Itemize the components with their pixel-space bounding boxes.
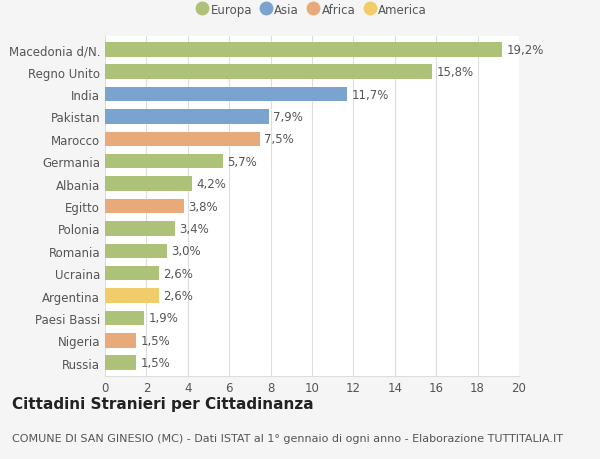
Bar <box>105 132 260 147</box>
Bar <box>105 177 192 191</box>
Bar <box>105 43 502 57</box>
Text: 7,9%: 7,9% <box>272 111 302 123</box>
Bar <box>105 110 269 124</box>
Text: 15,8%: 15,8% <box>436 66 473 79</box>
Bar <box>105 289 159 303</box>
Bar <box>105 333 136 348</box>
Bar <box>105 311 145 325</box>
Text: 3,8%: 3,8% <box>188 200 217 213</box>
Bar <box>105 199 184 214</box>
Bar <box>105 65 432 80</box>
Text: 7,5%: 7,5% <box>265 133 294 146</box>
Bar <box>105 266 159 281</box>
Text: 3,0%: 3,0% <box>171 245 201 257</box>
Text: Cittadini Stranieri per Cittadinanza: Cittadini Stranieri per Cittadinanza <box>12 397 314 412</box>
Bar <box>105 88 347 102</box>
Bar <box>105 155 223 169</box>
Text: 2,6%: 2,6% <box>163 290 193 302</box>
Text: 19,2%: 19,2% <box>506 44 544 56</box>
Text: 2,6%: 2,6% <box>163 267 193 280</box>
Text: 4,2%: 4,2% <box>196 178 226 190</box>
Text: 1,5%: 1,5% <box>140 334 170 347</box>
Bar <box>105 244 167 258</box>
Text: 11,7%: 11,7% <box>352 88 389 101</box>
Bar <box>105 356 136 370</box>
Text: 3,4%: 3,4% <box>179 223 209 235</box>
Bar <box>105 222 175 236</box>
Text: COMUNE DI SAN GINESIO (MC) - Dati ISTAT al 1° gennaio di ogni anno - Elaborazion: COMUNE DI SAN GINESIO (MC) - Dati ISTAT … <box>12 433 563 442</box>
Text: 5,7%: 5,7% <box>227 156 257 168</box>
Text: 1,5%: 1,5% <box>140 357 170 369</box>
Legend: Europa, Asia, Africa, America: Europa, Asia, Africa, America <box>197 4 427 17</box>
Text: 1,9%: 1,9% <box>148 312 178 325</box>
